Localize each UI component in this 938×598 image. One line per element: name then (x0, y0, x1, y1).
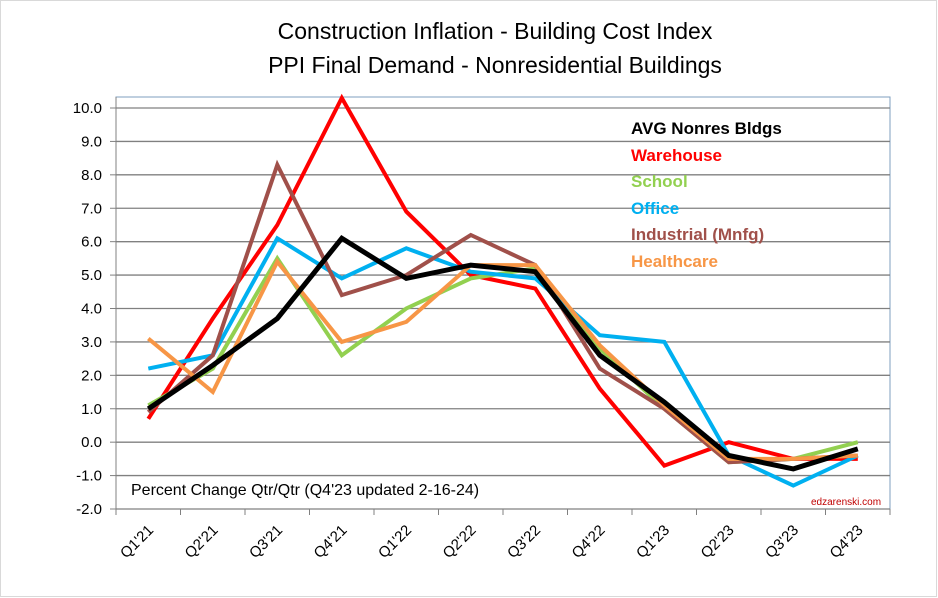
y-tick-label: 4.0 (81, 301, 102, 318)
y-tick-label: -1.0 (76, 468, 102, 485)
legend-entry: Industrial (Mnfg) (631, 225, 765, 244)
series-line-healthcare (147, 258, 858, 461)
y-tick-label: 1.0 (81, 401, 102, 418)
legend-entry: School (631, 172, 688, 191)
legend-entry: AVG Nonres Bldgs (631, 119, 782, 138)
series-line-school (147, 254, 859, 465)
series-line-warehouse (146, 93, 858, 468)
x-tick-label: Q3'23 (762, 522, 802, 562)
x-tick-label: Q1'21 (117, 522, 157, 562)
x-tick-label: Q3'22 (504, 522, 544, 562)
legend-entry: Office (631, 198, 680, 218)
series-line-industrial-mnfg- (146, 159, 858, 465)
credit-text: edzarenski.com (811, 497, 882, 508)
series-line-avg-nonres-bldgs (146, 235, 859, 472)
x-tick-label: Q1'23 (633, 522, 673, 562)
legend-entry: Healthcare (631, 251, 718, 271)
y-tick-label: 0.0 (81, 434, 102, 451)
legend-entry: Warehouse (631, 145, 723, 165)
x-tick-label: Q4'21 (311, 522, 351, 562)
y-tick-label: 7.0 (81, 200, 102, 217)
x-tick-label: Q1'22 (375, 522, 415, 562)
y-tick-label: -2.0 (76, 501, 102, 518)
x-tick-label: Q4'23 (827, 522, 867, 562)
y-tick-label: 3.0 (81, 334, 102, 351)
chart-subtitle: PPI Final Demand - Nonresidential Buildi… (268, 52, 722, 78)
x-tick-label: Q2'21 (182, 522, 222, 562)
x-tick-label: Q2'22 (440, 522, 480, 562)
y-tick-label: 9.0 (81, 133, 102, 150)
x-tick-label: Q2'23 (698, 522, 738, 562)
y-tick-label: 6.0 (81, 234, 102, 251)
y-tick-label: 5.0 (81, 267, 102, 284)
chart-title: Construction Inflation - Building Cost I… (277, 18, 713, 44)
x-tick-label: Q4'22 (569, 522, 609, 562)
y-tick-label: 8.0 (81, 167, 102, 184)
x-tick-label: Q3'21 (246, 522, 286, 562)
chart-annotation: Percent Change Qtr/Qtr (Q4'23 updated 2-… (131, 482, 480, 499)
y-tick-label: 2.0 (81, 367, 102, 384)
legend: AVG Nonres Bldgs Warehouse School Office Ind… (631, 116, 782, 275)
y-tick-label: 10.0 (73, 100, 102, 117)
